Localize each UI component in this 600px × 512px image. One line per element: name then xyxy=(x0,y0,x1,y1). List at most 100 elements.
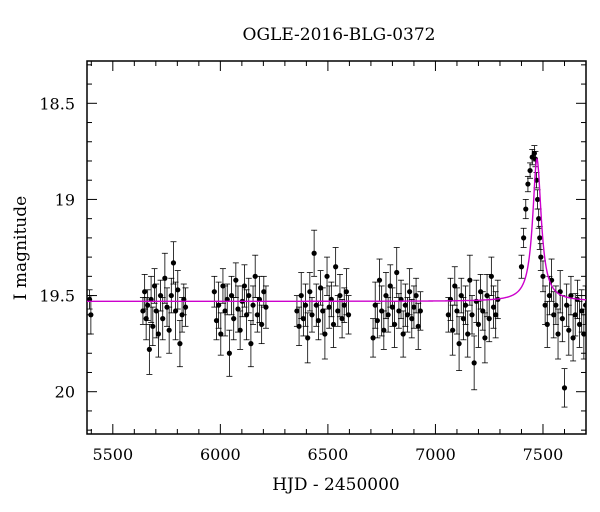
point-marker xyxy=(241,283,248,289)
data-point xyxy=(345,295,352,335)
data-point xyxy=(400,310,407,358)
point-marker xyxy=(546,292,553,299)
point-marker xyxy=(521,235,527,241)
data-point xyxy=(336,274,343,318)
data-point xyxy=(389,287,396,327)
point-marker xyxy=(456,341,462,347)
point-marker xyxy=(396,308,402,314)
data-point xyxy=(146,324,153,375)
y-tick-label: 20 xyxy=(55,383,75,402)
point-marker xyxy=(538,254,544,260)
point-marker xyxy=(246,292,252,299)
point-marker xyxy=(579,308,585,314)
data-point xyxy=(456,316,463,371)
point-marker xyxy=(542,302,548,308)
point-marker xyxy=(175,287,181,293)
point-marker xyxy=(381,327,387,333)
point-marker xyxy=(535,196,541,203)
point-marker xyxy=(145,302,151,308)
data-point xyxy=(559,295,566,343)
data-point xyxy=(406,268,413,316)
point-marker xyxy=(407,289,413,295)
point-marker xyxy=(572,312,578,318)
point-marker xyxy=(518,264,525,270)
data-point xyxy=(561,368,568,408)
point-marker xyxy=(568,292,574,299)
point-marker xyxy=(170,260,177,266)
axis-ticks xyxy=(87,61,587,434)
data-point xyxy=(174,270,181,310)
data-layer xyxy=(87,145,586,408)
data-point xyxy=(302,283,309,327)
point-marker xyxy=(307,289,313,295)
data-point xyxy=(149,306,156,346)
data-point xyxy=(243,289,250,341)
data-point xyxy=(370,318,377,358)
point-marker xyxy=(222,308,228,314)
point-marker xyxy=(313,302,319,308)
point-marker xyxy=(469,312,475,318)
data-point xyxy=(222,285,229,337)
point-marker xyxy=(218,331,224,337)
data-point xyxy=(555,308,562,360)
model-curve xyxy=(87,157,586,303)
point-marker xyxy=(140,308,146,314)
point-marker xyxy=(226,350,232,356)
point-marker xyxy=(157,292,164,299)
point-marker xyxy=(341,302,347,308)
point-marker xyxy=(300,316,306,322)
point-marker xyxy=(540,273,546,279)
data-point xyxy=(520,227,527,248)
point-marker xyxy=(237,327,243,333)
point-marker xyxy=(296,323,302,329)
data-point xyxy=(332,247,339,287)
point-marker xyxy=(467,277,473,283)
data-point xyxy=(382,272,389,320)
point-marker xyxy=(553,302,559,308)
point-marker xyxy=(493,312,499,318)
data-point xyxy=(524,175,531,193)
data-point xyxy=(343,268,350,316)
point-marker xyxy=(182,304,189,310)
point-marker xyxy=(211,289,217,295)
point-marker xyxy=(151,283,158,289)
point-marker xyxy=(166,327,172,333)
data-point xyxy=(298,272,305,320)
point-marker xyxy=(228,292,235,299)
point-marker xyxy=(261,289,267,295)
point-marker xyxy=(173,308,179,314)
point-marker xyxy=(254,312,260,318)
point-marker xyxy=(471,360,477,366)
point-marker xyxy=(409,316,415,322)
point-marker xyxy=(162,275,168,281)
point-marker xyxy=(252,273,258,279)
point-marker xyxy=(177,341,183,347)
x-tick-label: 6000 xyxy=(200,445,241,464)
data-point xyxy=(471,335,478,391)
data-point xyxy=(217,312,224,356)
x-tick-label: 7000 xyxy=(415,445,456,464)
point-marker xyxy=(389,304,396,310)
point-marker xyxy=(385,312,391,318)
point-marker xyxy=(320,308,326,314)
point-marker xyxy=(523,206,529,212)
point-marker xyxy=(544,321,550,328)
point-marker xyxy=(235,306,241,312)
point-marker xyxy=(337,292,343,299)
data-point xyxy=(550,291,557,339)
point-marker xyxy=(480,308,486,314)
point-marker xyxy=(458,292,464,299)
point-marker xyxy=(298,292,304,299)
point-marker xyxy=(248,341,254,347)
point-marker xyxy=(482,335,488,341)
point-marker xyxy=(581,331,586,337)
point-marker xyxy=(243,312,250,318)
point-marker xyxy=(411,304,417,310)
data-point xyxy=(578,289,585,333)
data-point xyxy=(546,275,553,316)
data-point xyxy=(458,277,465,314)
point-marker xyxy=(376,277,383,283)
x-tick-label: 7500 xyxy=(523,445,564,464)
point-marker xyxy=(142,289,148,295)
